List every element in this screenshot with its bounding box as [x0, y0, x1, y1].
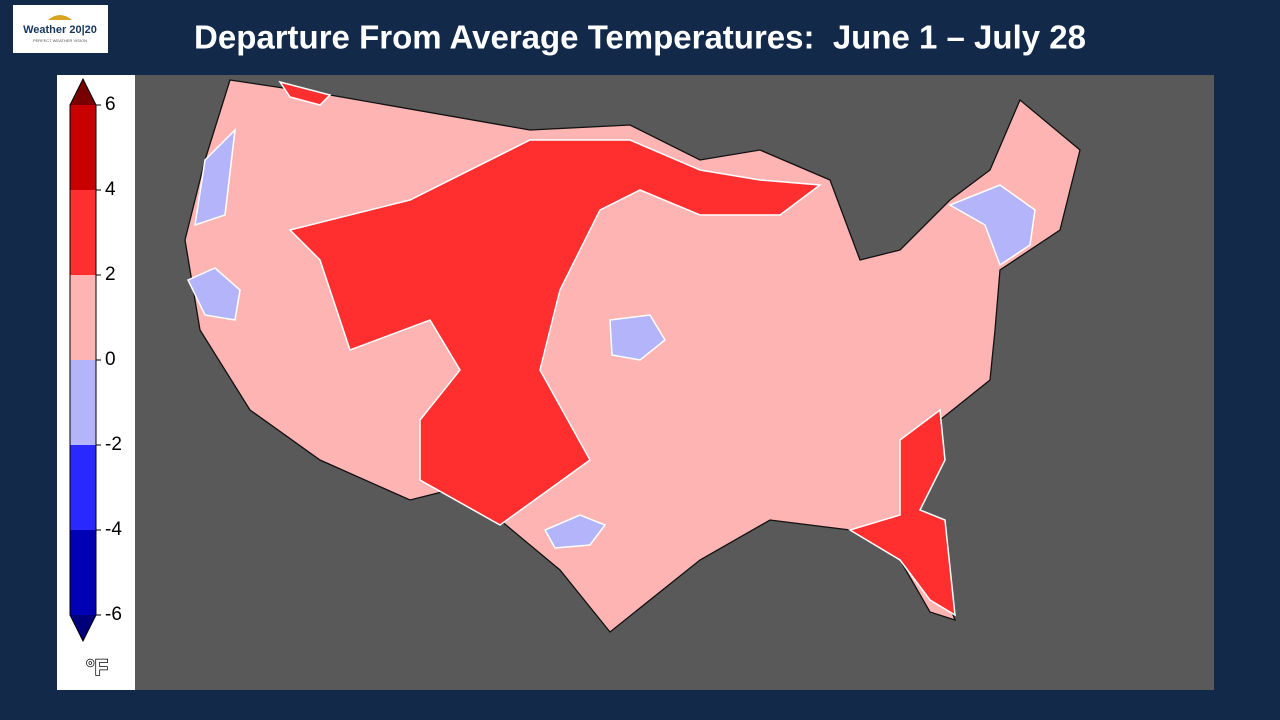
warm-region: [288, 139, 823, 526]
colorbar-band: [70, 445, 96, 530]
colorbar-tick-label: 6: [105, 94, 116, 115]
colorbar-band: [70, 105, 96, 190]
colorbar-tick-label: 0: [105, 349, 116, 370]
colorbar-tick-label: -2: [105, 434, 122, 455]
cool-region: [194, 127, 236, 227]
cool-region: [609, 314, 666, 361]
colorbar-extend-low: [70, 615, 96, 641]
slide-title: Departure From Average Temperatures: Jun…: [194, 19, 1086, 56]
colorbar-band: [70, 190, 96, 275]
warm-region: [848, 408, 956, 617]
cool-region: [543, 514, 607, 549]
logo-icon: [48, 15, 72, 20]
logo-box: [13, 5, 108, 53]
colorbar-unit: °F: [86, 655, 108, 680]
colorbar-tick-label: -6: [105, 604, 122, 625]
cool-region: [186, 267, 241, 321]
logo-tagline: PERFECT WEATHER VISION: [33, 38, 87, 43]
cool-region: [948, 184, 1036, 267]
colorbar-tick-label: 4: [105, 179, 116, 200]
warm-region: [278, 80, 332, 106]
colorbar-band: [70, 360, 96, 445]
colorbar: 6 4 2 0 -2 -4 -6: [69, 77, 122, 643]
colorbar-band: [70, 275, 96, 360]
colorbar-band: [70, 530, 96, 615]
colorbar-tick-label: 2: [105, 264, 116, 285]
us-map: [184, 79, 1081, 633]
logo-name: Weather 20|20: [23, 24, 97, 36]
colorbar-tick-label: -4: [105, 519, 122, 540]
colorbar-extend-high: [70, 79, 96, 105]
